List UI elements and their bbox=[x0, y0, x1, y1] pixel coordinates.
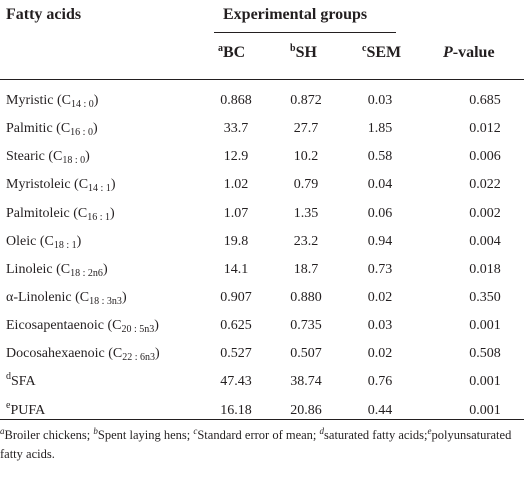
bc-value: 0.868 bbox=[220, 93, 252, 108]
bc-value: 19.8 bbox=[223, 234, 249, 249]
footnote-marker: d bbox=[319, 426, 325, 436]
sh-header: bSH bbox=[290, 43, 317, 62]
footnote-text: Standard error of mean; bbox=[197, 428, 320, 442]
sem-value: 0.58 bbox=[367, 149, 393, 164]
sem-value: 0.94 bbox=[367, 234, 393, 249]
p-value: 0.001 bbox=[469, 403, 501, 418]
p-value: 0.001 bbox=[469, 318, 501, 333]
footnotes: aBroiler chickens; bSpent laying hens; c… bbox=[0, 426, 524, 464]
sem-value: 0.02 bbox=[367, 290, 393, 305]
sh-value: 1.35 bbox=[293, 206, 319, 221]
fatty-acid-label: ePUFA bbox=[6, 400, 46, 419]
group-header-rule bbox=[214, 32, 396, 33]
p-value: 0.002 bbox=[469, 206, 501, 221]
fatty-acid-label: Myristic (C14 : 0) bbox=[6, 93, 99, 110]
p-value: 0.018 bbox=[469, 262, 501, 277]
p-value: 0.004 bbox=[469, 234, 501, 249]
bc-value: 0.625 bbox=[220, 318, 252, 333]
sem-value: 0.02 bbox=[367, 346, 393, 361]
fatty-acids-header: Fatty acids bbox=[6, 6, 82, 23]
sh-value: 23.2 bbox=[293, 234, 319, 249]
fatty-acid-label: Myristoleic (C14 : 1) bbox=[6, 177, 116, 194]
footnote-text: Spent laying hens; bbox=[97, 428, 194, 442]
sh-value: 38.74 bbox=[290, 374, 322, 389]
bc-header: aBC bbox=[218, 43, 246, 62]
bc-value: 1.07 bbox=[223, 206, 249, 221]
sh-value: 27.7 bbox=[293, 121, 319, 136]
p-value: 0.350 bbox=[469, 290, 501, 305]
footnote-text: saturated fatty acids; bbox=[324, 428, 428, 442]
sem-value: 0.06 bbox=[367, 206, 393, 221]
fatty-acid-label: Stearic (C18 : 0) bbox=[6, 149, 90, 166]
bc-value: 14.1 bbox=[223, 262, 249, 277]
sem-value: 0.04 bbox=[367, 177, 393, 192]
sh-value: 20.86 bbox=[290, 403, 322, 418]
sem-value: 0.03 bbox=[367, 318, 393, 333]
sh-value: 0.872 bbox=[290, 93, 322, 108]
fatty-acid-label: Palmitic (C16 : 0) bbox=[6, 121, 98, 138]
fatty-acid-label: Oleic (C18 : 1) bbox=[6, 234, 82, 251]
sem-value: 1.85 bbox=[367, 121, 393, 136]
bc-value: 0.527 bbox=[220, 346, 252, 361]
bc-value: 12.9 bbox=[223, 149, 249, 164]
p-value: 0.022 bbox=[469, 177, 501, 192]
p-value: 0.001 bbox=[469, 374, 501, 389]
fatty-acid-label: dSFA bbox=[6, 371, 36, 390]
sh-value: 0.79 bbox=[293, 177, 319, 192]
p-value: 0.006 bbox=[469, 149, 501, 164]
experimental-groups-header: Experimental groups bbox=[223, 6, 368, 23]
p-value: 0.012 bbox=[469, 121, 501, 136]
fatty-acid-label: Linoleic (C18 : 2n6) bbox=[6, 262, 108, 279]
bc-value: 1.02 bbox=[223, 177, 249, 192]
footnote-text: polyunsaturated fatty acids. bbox=[0, 428, 512, 461]
footnote-marker: c bbox=[193, 426, 198, 436]
p-value-header: P-value bbox=[443, 44, 495, 61]
bc-value: 33.7 bbox=[223, 121, 249, 136]
header-bottom-rule bbox=[0, 79, 524, 80]
sem-value: 0.44 bbox=[367, 403, 393, 418]
bc-value: 0.907 bbox=[220, 290, 252, 305]
bc-value: 16.18 bbox=[220, 403, 252, 418]
footnote-text: Broiler chickens; bbox=[4, 428, 94, 442]
p-value: 0.685 bbox=[469, 93, 501, 108]
p-value: 0.508 bbox=[469, 346, 501, 361]
sh-value: 0.735 bbox=[290, 318, 322, 333]
fatty-acid-label: Eicosapentaenoic (C20 : 5n3) bbox=[6, 318, 159, 335]
sh-value: 10.2 bbox=[293, 149, 319, 164]
fatty-acid-label: Docosahexaenoic (C22 : 6n3) bbox=[6, 346, 160, 363]
sh-value: 0.880 bbox=[290, 290, 322, 305]
fatty-acid-label: α-Linolenic (C18 : 3n3) bbox=[6, 290, 127, 307]
sh-value: 18.7 bbox=[293, 262, 319, 277]
sem-value: 0.03 bbox=[367, 93, 393, 108]
sem-value: 0.76 bbox=[367, 374, 393, 389]
bc-value: 47.43 bbox=[220, 374, 252, 389]
footnote-marker: e bbox=[427, 426, 432, 436]
sem-value: 0.73 bbox=[367, 262, 393, 277]
sem-header: cSEM bbox=[362, 43, 402, 62]
table-bottom-rule bbox=[0, 419, 524, 420]
footnote-marker: a bbox=[0, 426, 5, 436]
footnote-marker: b bbox=[93, 426, 98, 436]
fatty-acid-label: Palmitoleic (C16 : 1) bbox=[6, 206, 115, 223]
sh-value: 0.507 bbox=[290, 346, 322, 361]
